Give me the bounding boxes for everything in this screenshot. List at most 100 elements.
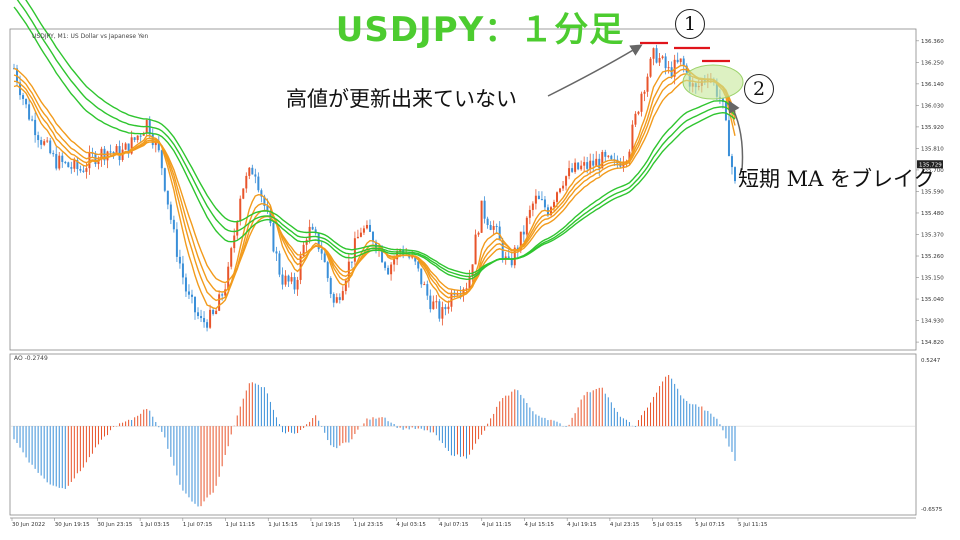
time-tick-label: 1 Jul 03:15 (140, 522, 170, 528)
candle (296, 279, 299, 290)
candle (19, 82, 22, 96)
candle (537, 195, 540, 200)
candle (652, 48, 655, 59)
price-tick-label: 135.700 (921, 168, 944, 174)
candle (438, 301, 441, 319)
candle (552, 201, 555, 208)
candle (124, 143, 127, 150)
candle (266, 205, 269, 211)
marker-1: 1 (675, 9, 705, 39)
candle (43, 141, 46, 145)
time-tick-label: 30 Jun 23:15 (97, 522, 132, 528)
candle (631, 124, 634, 152)
candle (634, 113, 637, 125)
candle (106, 151, 109, 161)
candle (513, 247, 516, 266)
candle (396, 251, 399, 260)
candle (254, 174, 257, 177)
axes-group: 136.360 136.250 136.140 136.030 135.920 135.8… (10, 39, 944, 528)
candle (257, 176, 260, 191)
candle (356, 236, 359, 239)
candle (444, 307, 447, 310)
candle (384, 262, 387, 268)
candle (160, 150, 163, 169)
price-tick-label: 135.590 (921, 189, 944, 195)
time-tick-label: 4 Jul 15:15 (524, 522, 554, 528)
candle (136, 135, 139, 140)
candle (64, 161, 67, 163)
candle (154, 141, 157, 146)
candle (507, 256, 510, 258)
candle (218, 294, 221, 311)
candle (293, 277, 296, 290)
candle (724, 101, 727, 121)
candle (583, 162, 586, 166)
time-tick-label: 1 Jul 07:15 (183, 522, 213, 528)
candle (49, 140, 52, 154)
candle (534, 195, 537, 204)
long-ma-line (16, 0, 736, 278)
candle (335, 297, 338, 303)
candle (22, 95, 25, 99)
candle (465, 288, 468, 290)
candle (483, 200, 486, 219)
candle (236, 221, 239, 236)
candle (181, 263, 184, 278)
candle (601, 151, 604, 169)
candle (462, 289, 465, 295)
candle (338, 297, 341, 300)
candle (559, 188, 562, 193)
candle (251, 167, 254, 175)
candle (40, 140, 43, 145)
ao-bars-group (10, 375, 916, 507)
candle (260, 190, 263, 197)
candle (178, 256, 181, 264)
price-tick-label: 134.930 (921, 319, 944, 325)
candle (371, 231, 374, 242)
price-tick-label: 136.360 (921, 39, 944, 45)
candle (387, 267, 390, 275)
time-tick-label: 5 Jul 03:15 (653, 522, 683, 528)
time-tick-label: 1 Jul 11:15 (226, 522, 256, 528)
candle (200, 316, 203, 319)
time-tick-label: 4 Jul 07:15 (439, 522, 469, 528)
candle (344, 280, 347, 292)
candle (474, 234, 477, 265)
candle (263, 196, 266, 206)
current-price-label: 135.729 (919, 162, 942, 168)
candle (194, 296, 197, 313)
candle (565, 176, 568, 186)
time-tick-label: 1 Jul 23:15 (354, 522, 384, 528)
candle (350, 261, 353, 263)
price-tick-label: 134.820 (921, 340, 944, 346)
candle (429, 295, 432, 310)
candle (549, 207, 552, 216)
candle (489, 225, 492, 230)
candle (275, 251, 278, 254)
candle (504, 256, 507, 259)
price-tick-label: 135.150 (921, 276, 944, 282)
time-tick-label: 4 Jul 19:15 (567, 522, 597, 528)
candle (649, 58, 652, 77)
time-tick-label: 1 Jul 15:15 (268, 522, 298, 528)
time-tick-label: 4 Jul 03:15 (396, 522, 426, 528)
candle (31, 119, 34, 121)
candle (127, 143, 130, 154)
candle (607, 155, 610, 157)
price-tick-label: 135.480 (921, 211, 944, 217)
candle (471, 264, 474, 277)
candle (245, 175, 248, 189)
long-ma-line (13, 6, 736, 281)
candle (281, 274, 284, 285)
candle (468, 276, 471, 289)
candle (435, 301, 438, 303)
candle (640, 93, 643, 112)
time-tick-label: 30 Jun 2022 (12, 522, 45, 528)
candle (67, 162, 70, 168)
candle (175, 229, 178, 257)
candle (221, 294, 224, 296)
candle (628, 151, 631, 162)
candle (242, 188, 245, 199)
long-ma-line (25, 0, 736, 275)
